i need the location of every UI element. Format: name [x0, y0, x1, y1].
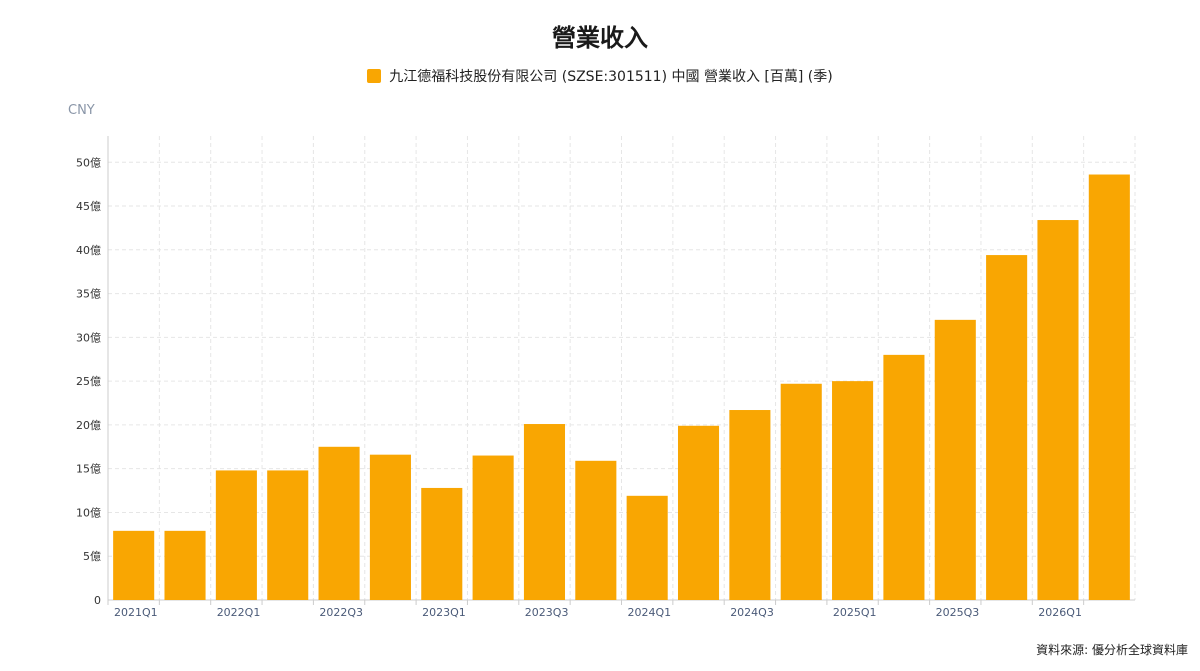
- y-tick-label: 40億: [76, 244, 101, 257]
- bar-2025Q4[interactable]: [986, 255, 1028, 600]
- bar-2025Q2[interactable]: [883, 354, 925, 600]
- y-tick-label: 0: [94, 594, 101, 607]
- x-tick-label: 2025Q1: [833, 606, 877, 619]
- bar-2022Q4[interactable]: [369, 454, 411, 600]
- x-tick-label: 2023Q1: [422, 606, 466, 619]
- legend-label: 九江德福科技股份有限公司 (SZSE:301511) 中國 營業收入 [百萬] …: [389, 69, 833, 85]
- data-source-note: 資料來源: 優分析全球資料庫: [1036, 643, 1188, 657]
- y-tick-label: 10億: [76, 506, 101, 519]
- bar-2024Q3[interactable]: [729, 410, 771, 600]
- bar-2023Q3[interactable]: [523, 424, 566, 600]
- y-tick-label: 15億: [76, 463, 101, 476]
- bar-2021Q2[interactable]: [164, 530, 206, 600]
- y-tick-label: 20億: [76, 419, 101, 432]
- x-tick-label: 2022Q1: [217, 606, 261, 619]
- y-tick-label: 5億: [83, 550, 101, 563]
- bar-2021Q1[interactable]: [113, 530, 155, 600]
- bar-2025Q1[interactable]: [832, 381, 874, 600]
- bar-2022Q2[interactable]: [267, 470, 309, 600]
- legend-swatch: [367, 69, 382, 83]
- bar-2022Q1[interactable]: [215, 470, 257, 600]
- bar-2026Q2[interactable]: [1088, 174, 1130, 600]
- bar-2023Q2[interactable]: [472, 455, 514, 600]
- y-tick-label: 50億: [76, 156, 101, 169]
- bar-2025Q3[interactable]: [934, 319, 976, 600]
- bar-2023Q1[interactable]: [421, 487, 463, 600]
- legend[interactable]: 九江德福科技股份有限公司 (SZSE:301511) 中國 營業收入 [百萬] …: [0, 66, 1200, 86]
- bar-2022Q3[interactable]: [318, 446, 360, 600]
- bar-2026Q1[interactable]: [1037, 220, 1079, 600]
- y-tick-label: 35億: [76, 288, 101, 301]
- y-tick-label: 25億: [76, 375, 101, 388]
- x-tick-label: 2023Q3: [525, 606, 569, 619]
- bar-2024Q4[interactable]: [780, 383, 822, 600]
- x-tick-label: 2024Q3: [730, 606, 774, 619]
- chart-title: 營業收入: [552, 24, 648, 52]
- x-tick-label: 2021Q1: [114, 606, 158, 619]
- bar-2023Q4[interactable]: [575, 460, 617, 600]
- x-tick-label: 2026Q1: [1038, 606, 1082, 619]
- y-axis-unit-label: CNY: [68, 103, 95, 118]
- bar-2024Q1[interactable]: [626, 495, 668, 600]
- y-tick-label: 30億: [76, 331, 101, 344]
- bar-2024Q2[interactable]: [677, 425, 720, 600]
- x-tick-label: 2024Q1: [628, 606, 672, 619]
- x-tick-label: 2022Q3: [319, 606, 363, 619]
- x-tick-label: 2025Q3: [936, 606, 980, 619]
- y-tick-label: 45億: [76, 200, 101, 213]
